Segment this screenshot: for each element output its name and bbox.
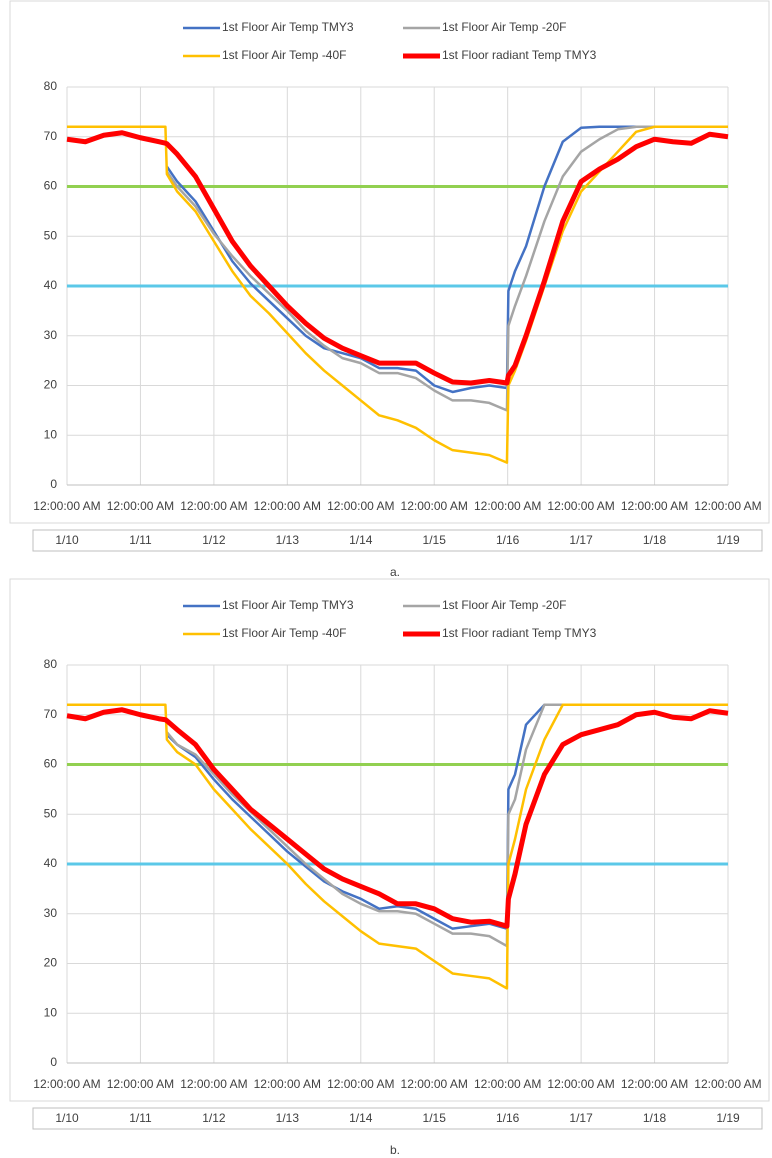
caption: a.: [390, 565, 400, 579]
x-date-label: 1/14: [349, 1111, 373, 1125]
x-tick-label: 12:00:00 AM: [107, 499, 174, 513]
y-tick-label: 50: [44, 228, 58, 242]
x-tick-label: 12:00:00 AM: [474, 499, 541, 513]
y-tick-label: 10: [44, 1005, 58, 1019]
x-tick-label: 12:00:00 AM: [327, 499, 394, 513]
x-date-label: 1/10: [55, 1111, 79, 1125]
x-date-label: 1/17: [569, 1111, 593, 1125]
y-tick-label: 70: [44, 129, 58, 143]
series-line: [165, 125, 728, 412]
y-tick-label: 80: [44, 79, 58, 93]
x-tick-label: 12:00:00 AM: [547, 1077, 614, 1091]
series-line: [66, 130, 729, 386]
y-tick-label: 30: [44, 906, 58, 920]
x-date-label: 1/11: [129, 1111, 152, 1125]
x-tick-label: 12:00:00 AM: [180, 499, 247, 513]
legend-label: 1st Floor radiant Temp TMY3: [442, 626, 597, 640]
x-date-label: 1/19: [716, 533, 740, 547]
x-tick-label: 12:00:00 AM: [621, 499, 688, 513]
x-date-label: 1/12: [202, 533, 226, 547]
legend-label: 1st Floor Air Temp TMY3: [222, 20, 354, 34]
x-tick-label: 12:00:00 AM: [254, 499, 321, 513]
x-date-label: 1/14: [349, 533, 373, 547]
legend-label: 1st Floor radiant Temp TMY3: [442, 48, 597, 62]
chart-frame: [9, 0, 770, 524]
date-box: [32, 529, 763, 552]
x-tick-label: 12:00:00 AM: [401, 1077, 468, 1091]
series-line: [166, 703, 728, 930]
y-tick-label: 0: [50, 1055, 57, 1069]
y-tick-label: 60: [44, 757, 58, 771]
y-tick-label: 80: [44, 657, 58, 671]
series-line: [165, 703, 728, 948]
x-tick-label: 12:00:00 AM: [33, 1077, 100, 1091]
x-date-label: 1/16: [496, 533, 520, 547]
series-line: [66, 707, 729, 929]
x-date-label: 1/13: [276, 533, 300, 547]
legend-label: 1st Floor Air Temp -20F: [442, 20, 567, 34]
x-date-label: 1/12: [202, 1111, 226, 1125]
y-tick-label: 70: [44, 707, 58, 721]
series-line: [67, 703, 728, 990]
x-date-label: 1/10: [55, 533, 79, 547]
caption: b.: [390, 1143, 400, 1157]
x-tick-label: 12:00:00 AM: [401, 499, 468, 513]
chart-frame: [9, 578, 770, 1102]
x-tick-label: 12:00:00 AM: [327, 1077, 394, 1091]
y-tick-label: 40: [44, 278, 58, 292]
x-tick-label: 12:00:00 AM: [33, 499, 100, 513]
x-date-label: 1/19: [716, 1111, 740, 1125]
x-tick-label: 12:00:00 AM: [694, 499, 761, 513]
x-date-label: 1/15: [423, 533, 447, 547]
x-date-label: 1/16: [496, 1111, 520, 1125]
y-tick-label: 50: [44, 806, 58, 820]
y-tick-label: 30: [44, 328, 58, 342]
x-tick-label: 12:00:00 AM: [474, 1077, 541, 1091]
legend-label: 1st Floor Air Temp TMY3: [222, 598, 354, 612]
x-tick-label: 12:00:00 AM: [254, 1077, 321, 1091]
y-tick-label: 0: [50, 477, 57, 491]
y-tick-label: 10: [44, 427, 58, 441]
y-tick-label: 40: [44, 856, 58, 870]
x-tick-label: 12:00:00 AM: [547, 499, 614, 513]
legend-label: 1st Floor Air Temp -40F: [222, 626, 347, 640]
x-tick-label: 12:00:00 AM: [180, 1077, 247, 1091]
series-line: [67, 125, 728, 464]
x-tick-label: 12:00:00 AM: [621, 1077, 688, 1091]
legend-label: 1st Floor Air Temp -40F: [222, 48, 347, 62]
x-date-label: 1/15: [423, 1111, 447, 1125]
date-box: [32, 1107, 763, 1130]
legend-label: 1st Floor Air Temp -20F: [442, 598, 567, 612]
x-date-label: 1/13: [276, 1111, 300, 1125]
y-tick-label: 60: [44, 179, 58, 193]
x-date-label: 1/18: [643, 533, 667, 547]
x-tick-label: 12:00:00 AM: [694, 1077, 761, 1091]
x-date-label: 1/17: [569, 533, 593, 547]
x-tick-label: 12:00:00 AM: [107, 1077, 174, 1091]
x-date-label: 1/18: [643, 1111, 667, 1125]
series-line: [165, 125, 728, 394]
x-date-label: 1/11: [129, 533, 152, 547]
y-tick-label: 20: [44, 956, 58, 970]
y-tick-label: 20: [44, 378, 58, 392]
